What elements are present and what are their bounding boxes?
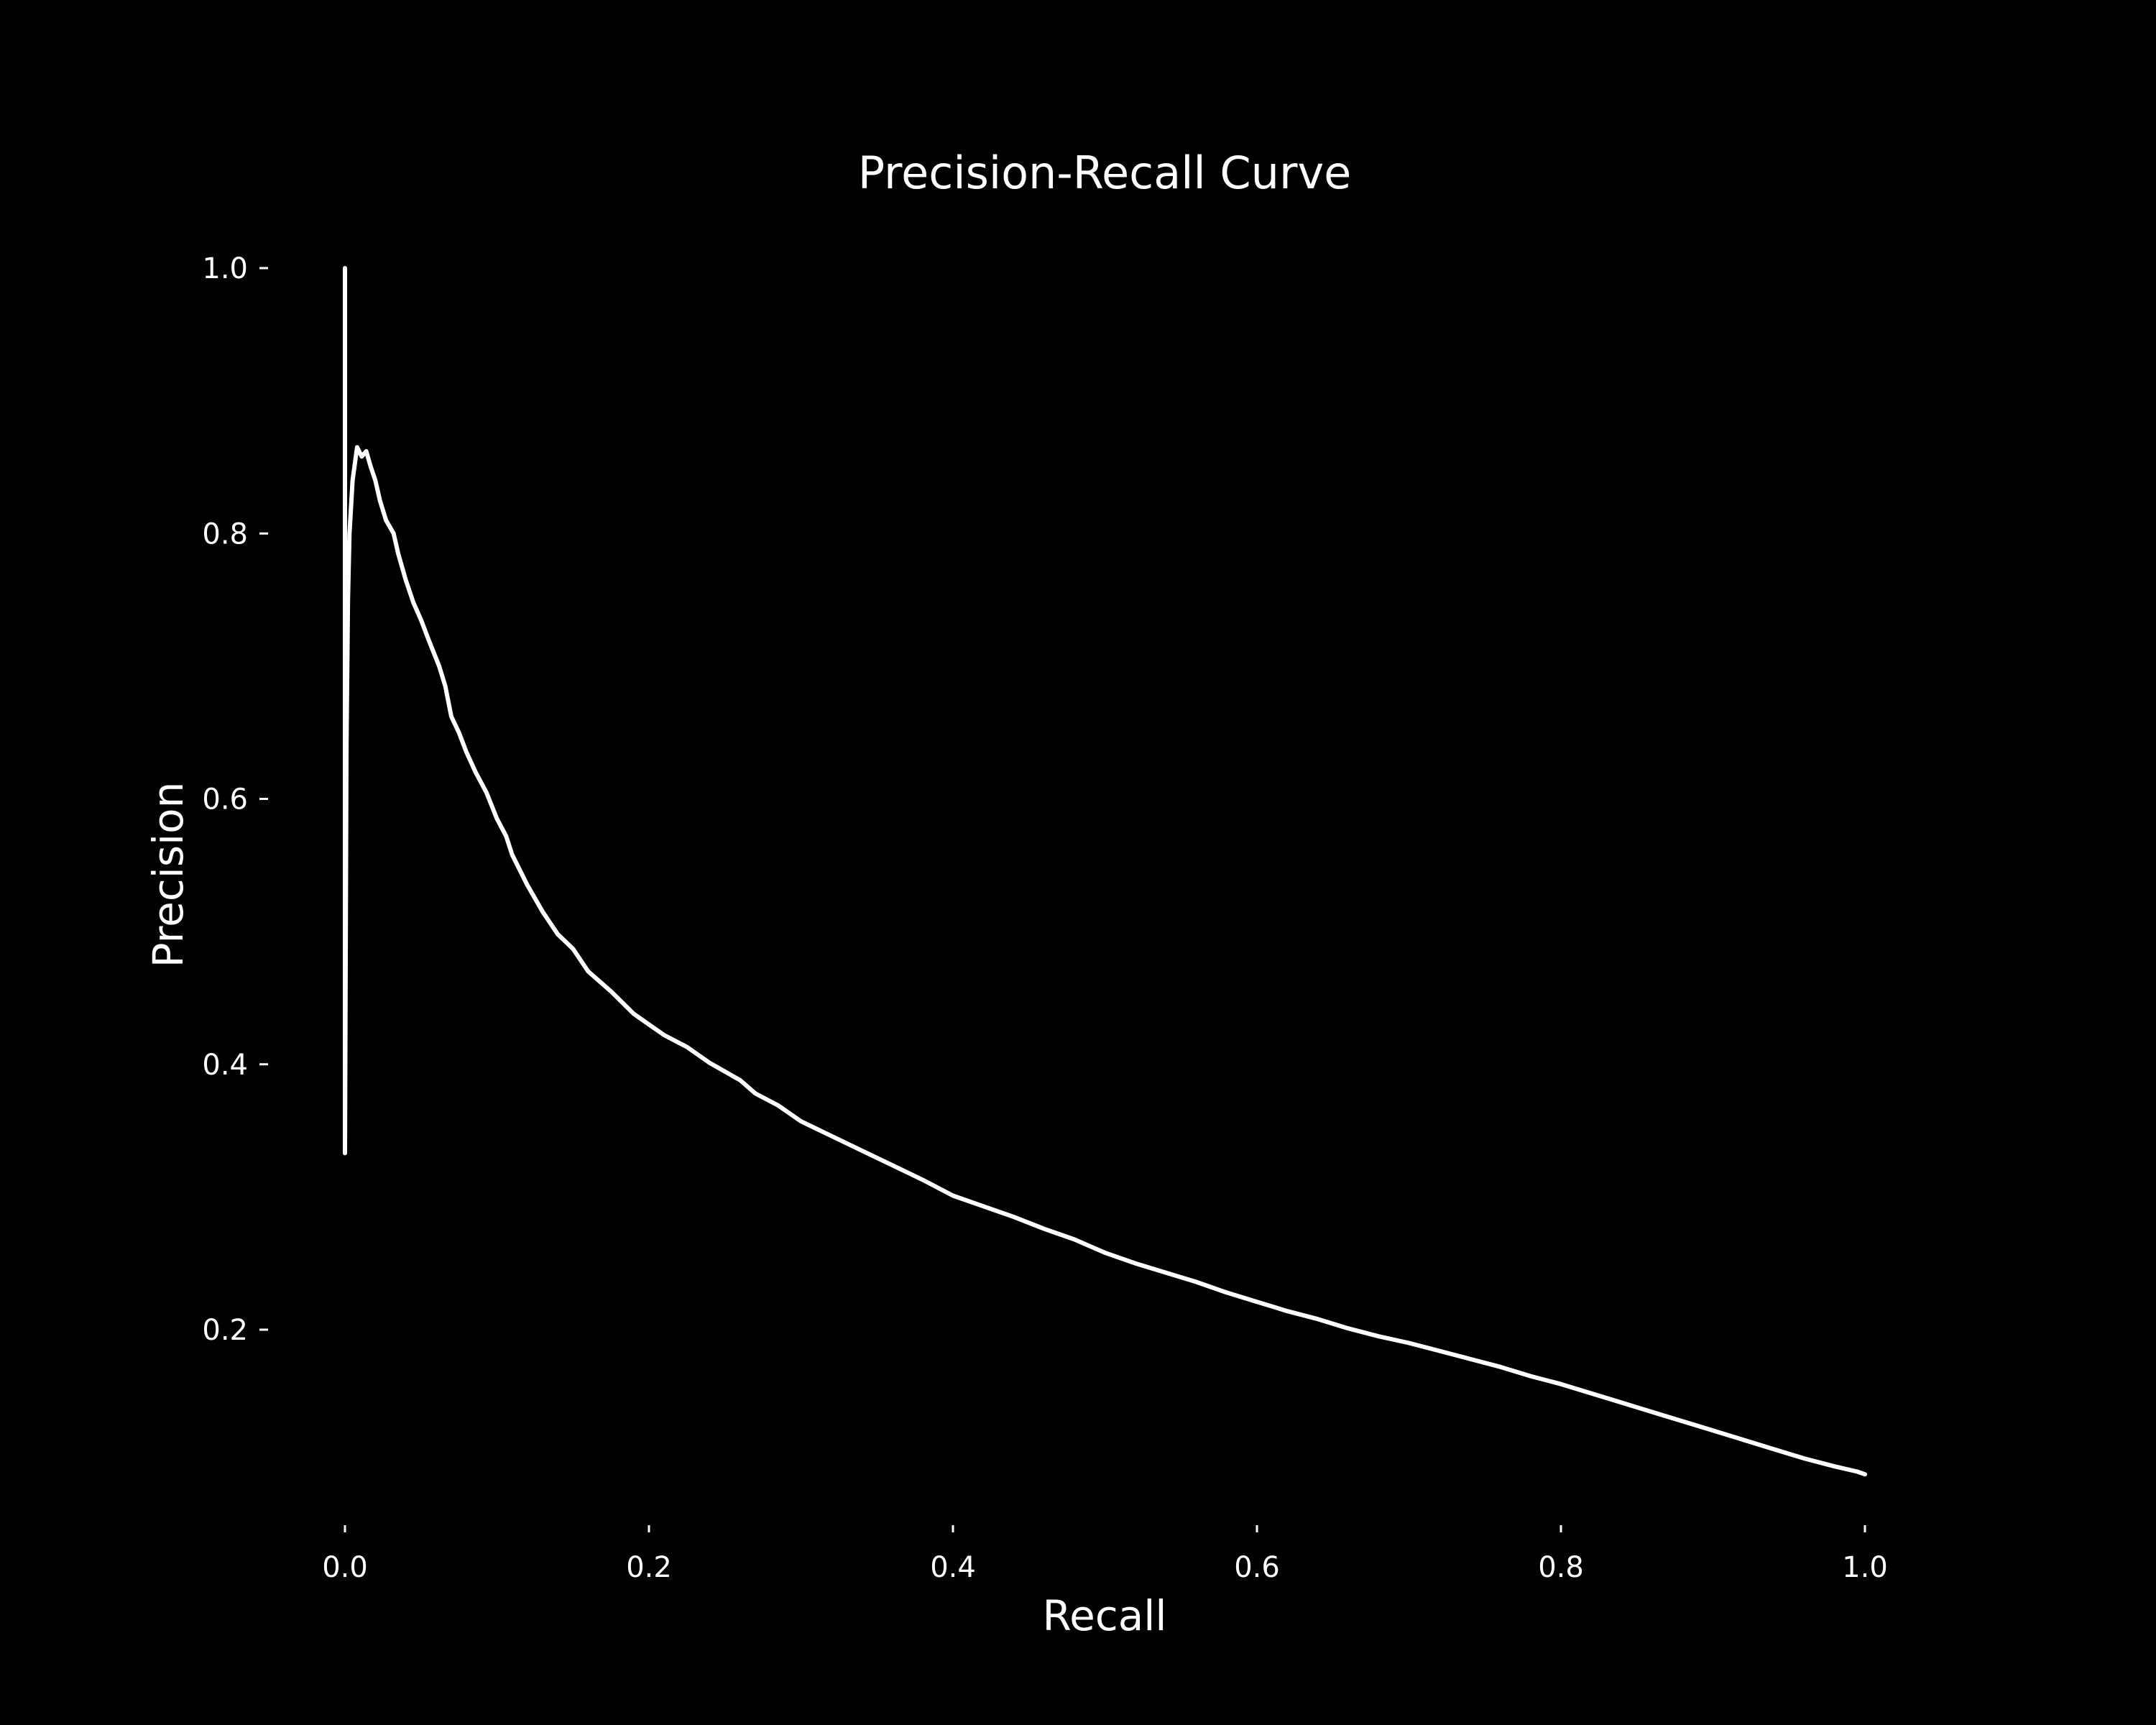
x-axis-ticks: 0.0 0.2 0.4 0.6 0.8 1.0 [322, 1525, 1888, 1584]
precision-recall-line [343, 266, 1867, 1477]
y-tick-label: 0.8 [202, 518, 248, 551]
x-tick-label: 0.8 [1538, 1551, 1584, 1584]
chart-title: Precision-Recall Curve [858, 147, 1352, 199]
x-tick-label: 0.6 [1234, 1551, 1280, 1584]
x-tick-label: 0.2 [626, 1551, 672, 1584]
x-axis-label: Recall [1042, 1591, 1166, 1640]
y-tick-label: 0.2 [202, 1314, 248, 1347]
y-axis-label: Precision [144, 782, 193, 968]
y-tick-label: 0.6 [202, 783, 248, 816]
y-axis-ticks: 0.2 0.4 0.6 0.8 1.0 [202, 252, 268, 1347]
y-tick-label: 0.4 [202, 1049, 248, 1082]
y-tick-label: 1.0 [202, 252, 248, 285]
x-tick-label: 0.4 [930, 1551, 976, 1584]
x-tick-label: 1.0 [1842, 1551, 1888, 1584]
x-tick-label: 0.0 [322, 1551, 368, 1584]
